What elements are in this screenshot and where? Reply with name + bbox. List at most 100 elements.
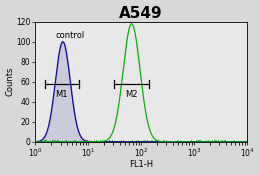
Point (51, 140, 55, 143)
Point (228, 140, 232, 143)
Point (100, 139, 104, 141)
Point (123, 140, 127, 143)
Point (40, 140, 44, 143)
Point (81, 139, 86, 142)
Point (158, 140, 162, 143)
Point (186, 140, 190, 142)
Point (216, 139, 220, 142)
Point (69, 140, 74, 143)
Point (163, 140, 167, 143)
Point (174, 140, 178, 143)
Point (60, 140, 64, 143)
Point (167, 140, 171, 143)
Point (51, 139, 55, 142)
Point (155, 140, 159, 143)
Point (227, 139, 231, 142)
Point (112, 140, 116, 143)
Point (92, 140, 96, 143)
Point (210, 140, 214, 143)
Point (70, 140, 74, 143)
Point (135, 140, 139, 143)
Point (214, 139, 218, 142)
Point (225, 140, 229, 143)
Point (75, 140, 79, 143)
Point (65, 140, 69, 142)
Point (59, 140, 63, 143)
Point (78, 139, 82, 142)
Point (228, 140, 232, 143)
Point (213, 139, 218, 142)
Point (161, 139, 165, 142)
Point (67, 140, 71, 143)
Point (98, 140, 102, 143)
Point (159, 140, 164, 142)
Point (64, 140, 68, 143)
Point (212, 140, 217, 143)
Point (67, 140, 71, 143)
Point (209, 140, 213, 143)
Point (174, 140, 178, 143)
Point (177, 139, 181, 142)
Point (219, 140, 224, 143)
Point (174, 140, 178, 143)
Point (229, 140, 233, 143)
Point (50, 140, 55, 143)
Point (70, 139, 75, 142)
Point (175, 140, 179, 143)
Point (217, 140, 221, 143)
Title: A549: A549 (119, 6, 163, 20)
Point (145, 139, 149, 142)
Point (55, 139, 60, 142)
Point (220, 139, 225, 142)
Point (73, 139, 77, 142)
Point (75, 140, 79, 143)
Point (107, 139, 111, 142)
Point (179, 140, 183, 143)
Point (204, 139, 209, 142)
Point (45, 139, 49, 142)
Point (55, 139, 59, 141)
Point (86, 140, 90, 143)
Point (190, 139, 194, 142)
Point (117, 140, 121, 142)
Point (54, 140, 58, 143)
Point (140, 140, 144, 142)
Point (110, 140, 114, 143)
Point (212, 140, 216, 142)
Point (83, 140, 87, 143)
Point (204, 139, 208, 141)
Point (100, 140, 105, 143)
Point (186, 140, 190, 143)
Point (50, 140, 54, 143)
Point (149, 139, 153, 142)
Point (98, 139, 102, 141)
Point (126, 140, 131, 143)
Point (176, 140, 180, 143)
Point (199, 139, 203, 142)
Point (162, 139, 166, 142)
Point (128, 140, 132, 142)
Point (202, 140, 206, 143)
Point (37, 139, 41, 142)
Point (182, 139, 186, 142)
Point (129, 139, 134, 142)
Point (39, 140, 43, 143)
Point (94, 140, 98, 142)
Point (150, 139, 154, 142)
Point (64, 139, 68, 142)
Point (189, 139, 193, 142)
Point (141, 140, 146, 143)
Point (127, 139, 131, 142)
Point (50, 139, 54, 142)
Point (119, 139, 123, 142)
Point (46, 139, 50, 142)
Point (138, 140, 142, 143)
Point (130, 140, 134, 143)
Point (172, 139, 176, 142)
Point (212, 139, 216, 142)
Point (117, 140, 121, 143)
Point (169, 140, 173, 143)
Point (121, 140, 125, 143)
Point (201, 140, 205, 142)
Point (61, 140, 65, 143)
